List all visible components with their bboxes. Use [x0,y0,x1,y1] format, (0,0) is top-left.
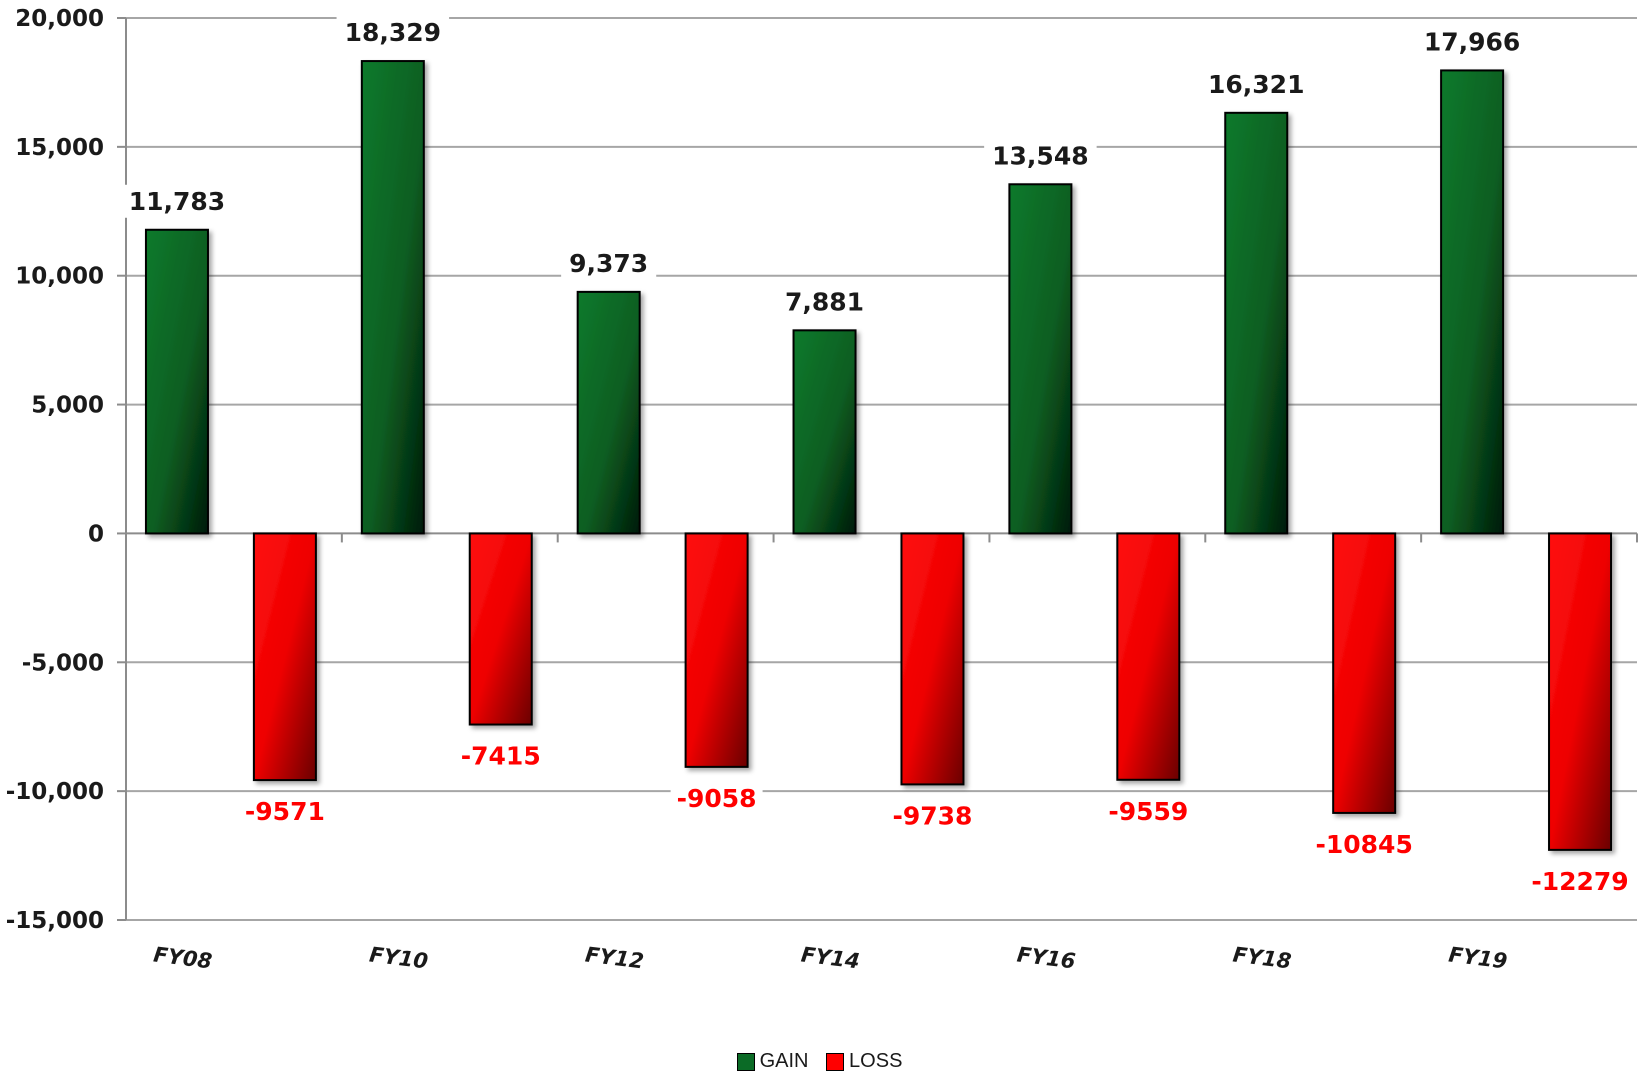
bar-loss-FY08 [252,532,317,782]
data-label-background [561,246,657,280]
legend-label-gain: GAIN [759,1050,809,1072]
x-tick-label: FY08 [152,943,213,974]
data-label-background [120,184,234,218]
y-tick-label: 5,000 [31,393,104,419]
bar-loss-FY16 [1116,532,1181,781]
legend: GAIN LOSS [0,1050,1639,1077]
x-tick-label: FY18 [1231,943,1292,974]
y-tick-label: 0 [88,521,104,547]
data-label-background [238,795,331,829]
bar-gain-FY18 [1224,111,1289,535]
x-tick-label: FY16 [1016,943,1077,974]
y-tick-label: -5,000 [22,650,104,676]
bar-gain-FY19 [1440,69,1505,535]
data-label-loss-FY10: -7415 [461,742,541,771]
bar-gain-FY16 [1008,183,1073,535]
x-tick-label: FY12 [584,943,645,974]
data-label-loss-FY18: -10845 [1315,830,1412,859]
data-label-loss-FY14: -9738 [892,801,972,830]
y-tick-label: 15,000 [15,135,104,161]
bar-gain-FY08 [144,228,209,535]
data-label-gain-FY19: 17,966 [1424,27,1520,56]
bar-loss-FY18 [1332,532,1397,814]
data-label-gain-FY14: 7,881 [785,287,864,316]
bar-gain-FY12 [576,290,641,535]
data-label-background [776,285,873,319]
data-label-background [1525,864,1635,898]
legend-item-loss: LOSS [826,1050,902,1073]
bar-gain-FY10 [360,60,425,535]
data-labels: 11,783 -9571 18,329 -7415 9,373 -9058 7,881 -97… [120,16,1635,898]
legend-swatch-loss [826,1052,845,1071]
x-tick-label: FY10 [368,943,429,974]
data-label-background [1415,25,1529,59]
bar-loss-FY10 [468,532,533,726]
data-label-gain-FY08: 11,783 [129,187,225,216]
data-label-background [886,799,979,833]
data-label-background [336,16,450,50]
data-label-background [454,739,547,773]
data-label-loss-FY08: -9571 [245,797,325,826]
data-label-gain-FY10: 18,329 [345,18,441,47]
data-label-gain-FY18: 16,321 [1208,70,1304,99]
y-tick-label: -10,000 [6,779,104,805]
y-tick-label: 20,000 [15,6,104,32]
bar-loss-FY19 [1548,532,1613,851]
x-tick-label: FY19 [1447,943,1508,974]
data-label-background [984,139,1097,173]
bar-loss-FY14 [900,532,965,786]
data-label-background [1200,67,1313,101]
data-label-loss-FY12: -9058 [677,784,757,813]
data-label-loss-FY16: -9559 [1108,797,1188,826]
data-label-background [1309,827,1419,861]
gridlines [126,17,1637,921]
legend-label-loss: LOSS [849,1050,903,1072]
data-label-background [670,781,763,815]
x-tick-label: FY14 [800,943,861,974]
y-tick-label: 10,000 [15,264,104,290]
data-label-loss-FY19: -12279 [1531,867,1628,896]
y-tick-label: -15,000 [6,908,104,934]
data-label-background [1102,794,1195,828]
legend-swatch-gain [736,1052,755,1071]
bar-chart: 20,000 15,000 10,000 5,000 0 -5,000 -10,000 -15… [6,6,1638,974]
bars [144,60,1613,851]
legend-item-gain: GAIN [736,1050,809,1073]
bar-gain-FY14 [792,329,857,535]
bar-loss-FY12 [684,532,749,768]
data-label-gain-FY16: 13,548 [992,141,1088,170]
data-label-gain-FY12: 9,373 [569,249,648,278]
